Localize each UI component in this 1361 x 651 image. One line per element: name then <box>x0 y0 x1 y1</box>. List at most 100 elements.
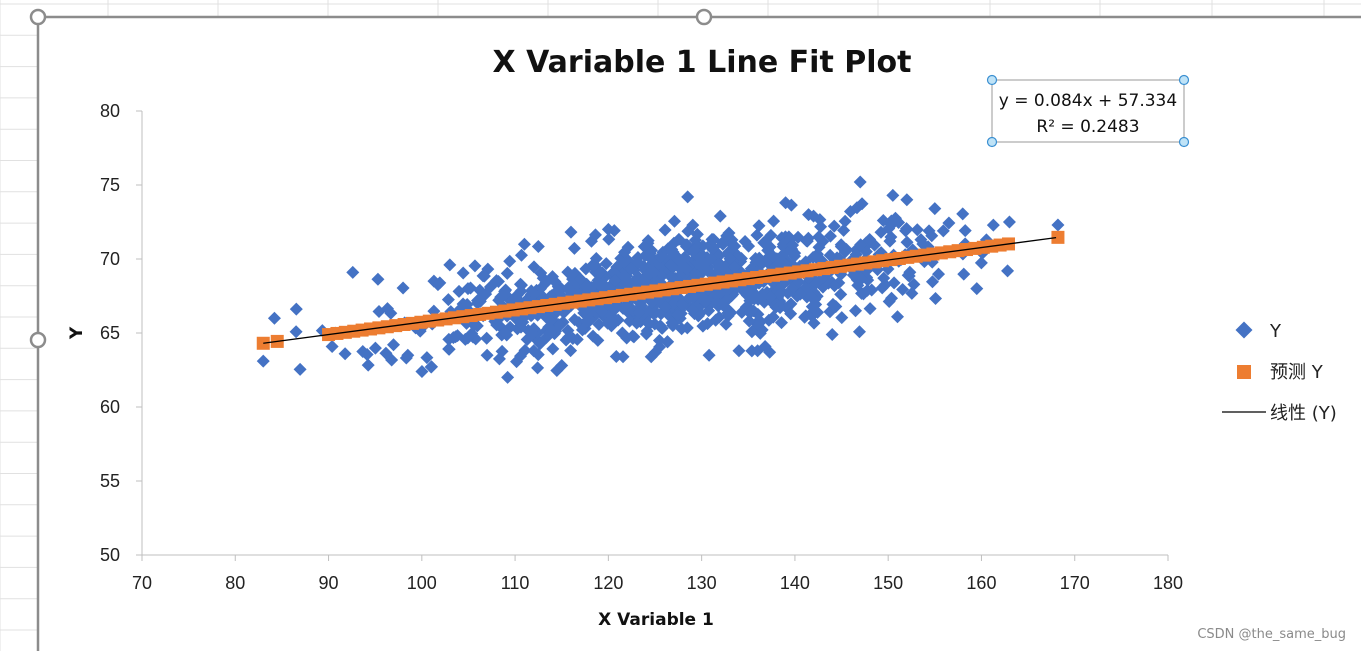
data-point-y <box>561 265 575 279</box>
data-point-y <box>368 341 382 355</box>
data-point-y <box>723 306 737 320</box>
data-point-y <box>623 276 637 290</box>
data-point-y <box>932 267 946 281</box>
data-point-y <box>763 240 777 254</box>
data-point-y <box>441 293 455 307</box>
y-tick-label: 75 <box>100 175 120 195</box>
data-point-y <box>767 214 781 228</box>
data-point-y <box>562 330 576 344</box>
data-point-y <box>900 222 914 236</box>
data-point-y <box>905 286 919 300</box>
data-point-y <box>618 245 632 259</box>
data-point-y <box>526 326 540 340</box>
linear-trendline[interactable] <box>263 236 1057 344</box>
data-point-y <box>658 300 672 314</box>
trendline-equation: y = 0.084x + 57.334 <box>999 91 1177 111</box>
data-point-y <box>834 287 848 301</box>
x-tick-label: 110 <box>501 573 530 593</box>
data-point-y <box>442 332 456 346</box>
data-point-y <box>891 310 905 324</box>
data-point-y <box>805 300 819 314</box>
data-point-y <box>929 292 943 306</box>
data-point-y <box>401 348 415 362</box>
resize-handle-middle-left[interactable] <box>29 331 47 349</box>
data-point-y <box>664 270 678 284</box>
data-point-y <box>807 316 821 330</box>
x-tick-label: 100 <box>407 573 437 593</box>
y-tick-label: 50 <box>100 545 120 565</box>
data-point-y <box>713 209 727 223</box>
data-point-y <box>723 252 737 266</box>
data-point-y <box>681 190 695 204</box>
data-point-y <box>701 317 715 331</box>
data-point-y <box>697 257 711 271</box>
chart-title[interactable]: X Variable 1 Line Fit Plot <box>493 45 912 80</box>
data-point-y <box>838 214 852 228</box>
data-point-y <box>814 220 828 234</box>
data-point-y <box>595 304 609 318</box>
trendline-group[interactable] <box>263 236 1057 344</box>
data-point-y <box>764 290 778 304</box>
data-point-y <box>491 274 505 288</box>
data-point-y <box>1001 264 1015 278</box>
data-point-y <box>630 316 644 330</box>
data-point-y <box>825 327 839 341</box>
data-point-y <box>776 247 790 261</box>
data-point-y <box>626 329 640 343</box>
data-point-y <box>852 325 866 339</box>
data-point-y <box>361 358 375 372</box>
x-axis-title[interactable]: X Variable 1 <box>598 610 714 630</box>
data-point-y <box>637 274 651 288</box>
data-point-y <box>742 314 756 328</box>
data-point-predicted-y <box>1051 230 1065 244</box>
data-point-y <box>588 228 602 242</box>
data-point-y <box>679 238 693 252</box>
data-point-y <box>632 306 646 320</box>
data-point-y <box>702 348 716 362</box>
data-point-y <box>776 237 790 251</box>
data-point-y <box>267 311 281 325</box>
data-point-y <box>385 353 399 367</box>
data-point-y <box>853 175 867 189</box>
data-point-y <box>579 280 593 294</box>
data-point-y <box>533 337 547 351</box>
data-point-y <box>456 266 470 280</box>
trendline-equation-box[interactable]: y = 0.084x + 57.334 R² = 0.2483 <box>986 74 1190 148</box>
data-point-y <box>542 320 556 334</box>
data-point-y <box>956 207 970 221</box>
data-point-y <box>925 275 939 289</box>
data-point-y <box>958 224 972 238</box>
data-point-y <box>1051 218 1065 232</box>
data-point-y <box>564 344 578 358</box>
data-point-y <box>492 352 506 366</box>
data-point-y <box>925 255 939 269</box>
data-point-y <box>443 258 457 272</box>
resize-handle-top-center[interactable] <box>695 8 713 26</box>
resize-handle-top-left[interactable] <box>29 8 47 26</box>
data-point-y <box>470 294 484 308</box>
data-point-y <box>754 315 768 329</box>
data-point-y <box>874 246 888 260</box>
y-axis-title[interactable]: Y <box>67 326 87 340</box>
data-point-y <box>616 326 630 340</box>
legend[interactable]: Y 预测 Y 线性 (Y) <box>1222 321 1337 424</box>
data-point-y <box>753 326 767 340</box>
data-point-y <box>371 272 385 286</box>
data-point-y <box>786 238 800 252</box>
data-point-y <box>477 269 491 283</box>
data-point-y <box>837 223 851 237</box>
x-axis-tick-labels: 70 80 90 100 110 120 130 140 150 160 170 180 <box>132 573 1183 593</box>
data-point-y <box>749 252 763 266</box>
data-point-y <box>424 360 438 374</box>
data-point-y <box>387 338 401 352</box>
data-point-y <box>666 245 680 259</box>
data-point-y <box>910 223 924 237</box>
data-point-y <box>922 224 936 238</box>
data-point-y <box>498 325 512 339</box>
data-point-y <box>728 239 742 253</box>
data-point-y <box>854 238 868 252</box>
data-point-y <box>289 325 303 339</box>
data-point-y <box>480 331 494 345</box>
data-point-y <box>812 230 826 244</box>
